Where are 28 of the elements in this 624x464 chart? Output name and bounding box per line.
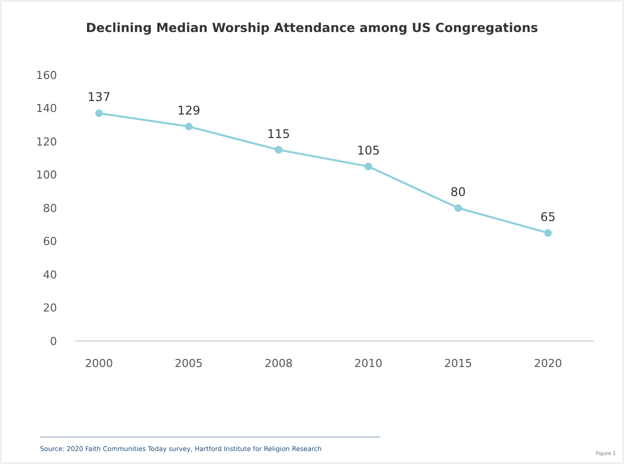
- x-tick-label: 2015: [444, 357, 472, 370]
- data-label: 129: [177, 104, 200, 118]
- y-tick-label: 160: [36, 68, 57, 82]
- y-tick-label: 120: [36, 135, 57, 148]
- point: [185, 122, 193, 130]
- x-tick-label: 2008: [264, 357, 293, 370]
- y-tick-label: 80: [43, 202, 57, 215]
- point: [454, 204, 462, 212]
- x-tick-label: 2010: [354, 357, 382, 370]
- chart-title: Declining Median Worship Attendance among US Congregations: [86, 20, 538, 35]
- data-label: 105: [356, 143, 380, 158]
- y-tick-label: 0: [50, 334, 57, 348]
- point: [95, 109, 103, 118]
- y-tick-label: 100: [36, 168, 57, 182]
- point: [364, 162, 372, 170]
- y-tick-label: 60: [43, 235, 57, 248]
- x-tick-label: 2020: [534, 357, 562, 370]
- point: [274, 146, 282, 154]
- data-label: 65: [540, 210, 556, 224]
- y-tick-label: 140: [36, 102, 57, 116]
- point: [544, 229, 552, 237]
- x-tick-label: 2005: [174, 357, 203, 370]
- data-label: 80: [450, 185, 466, 199]
- y-tick-label: 20: [43, 302, 57, 315]
- data-label: 115: [267, 126, 290, 141]
- y-tick-label: 40: [43, 268, 57, 282]
- x-tick-label: 2000: [85, 357, 113, 370]
- data-label: 137: [88, 90, 110, 104]
